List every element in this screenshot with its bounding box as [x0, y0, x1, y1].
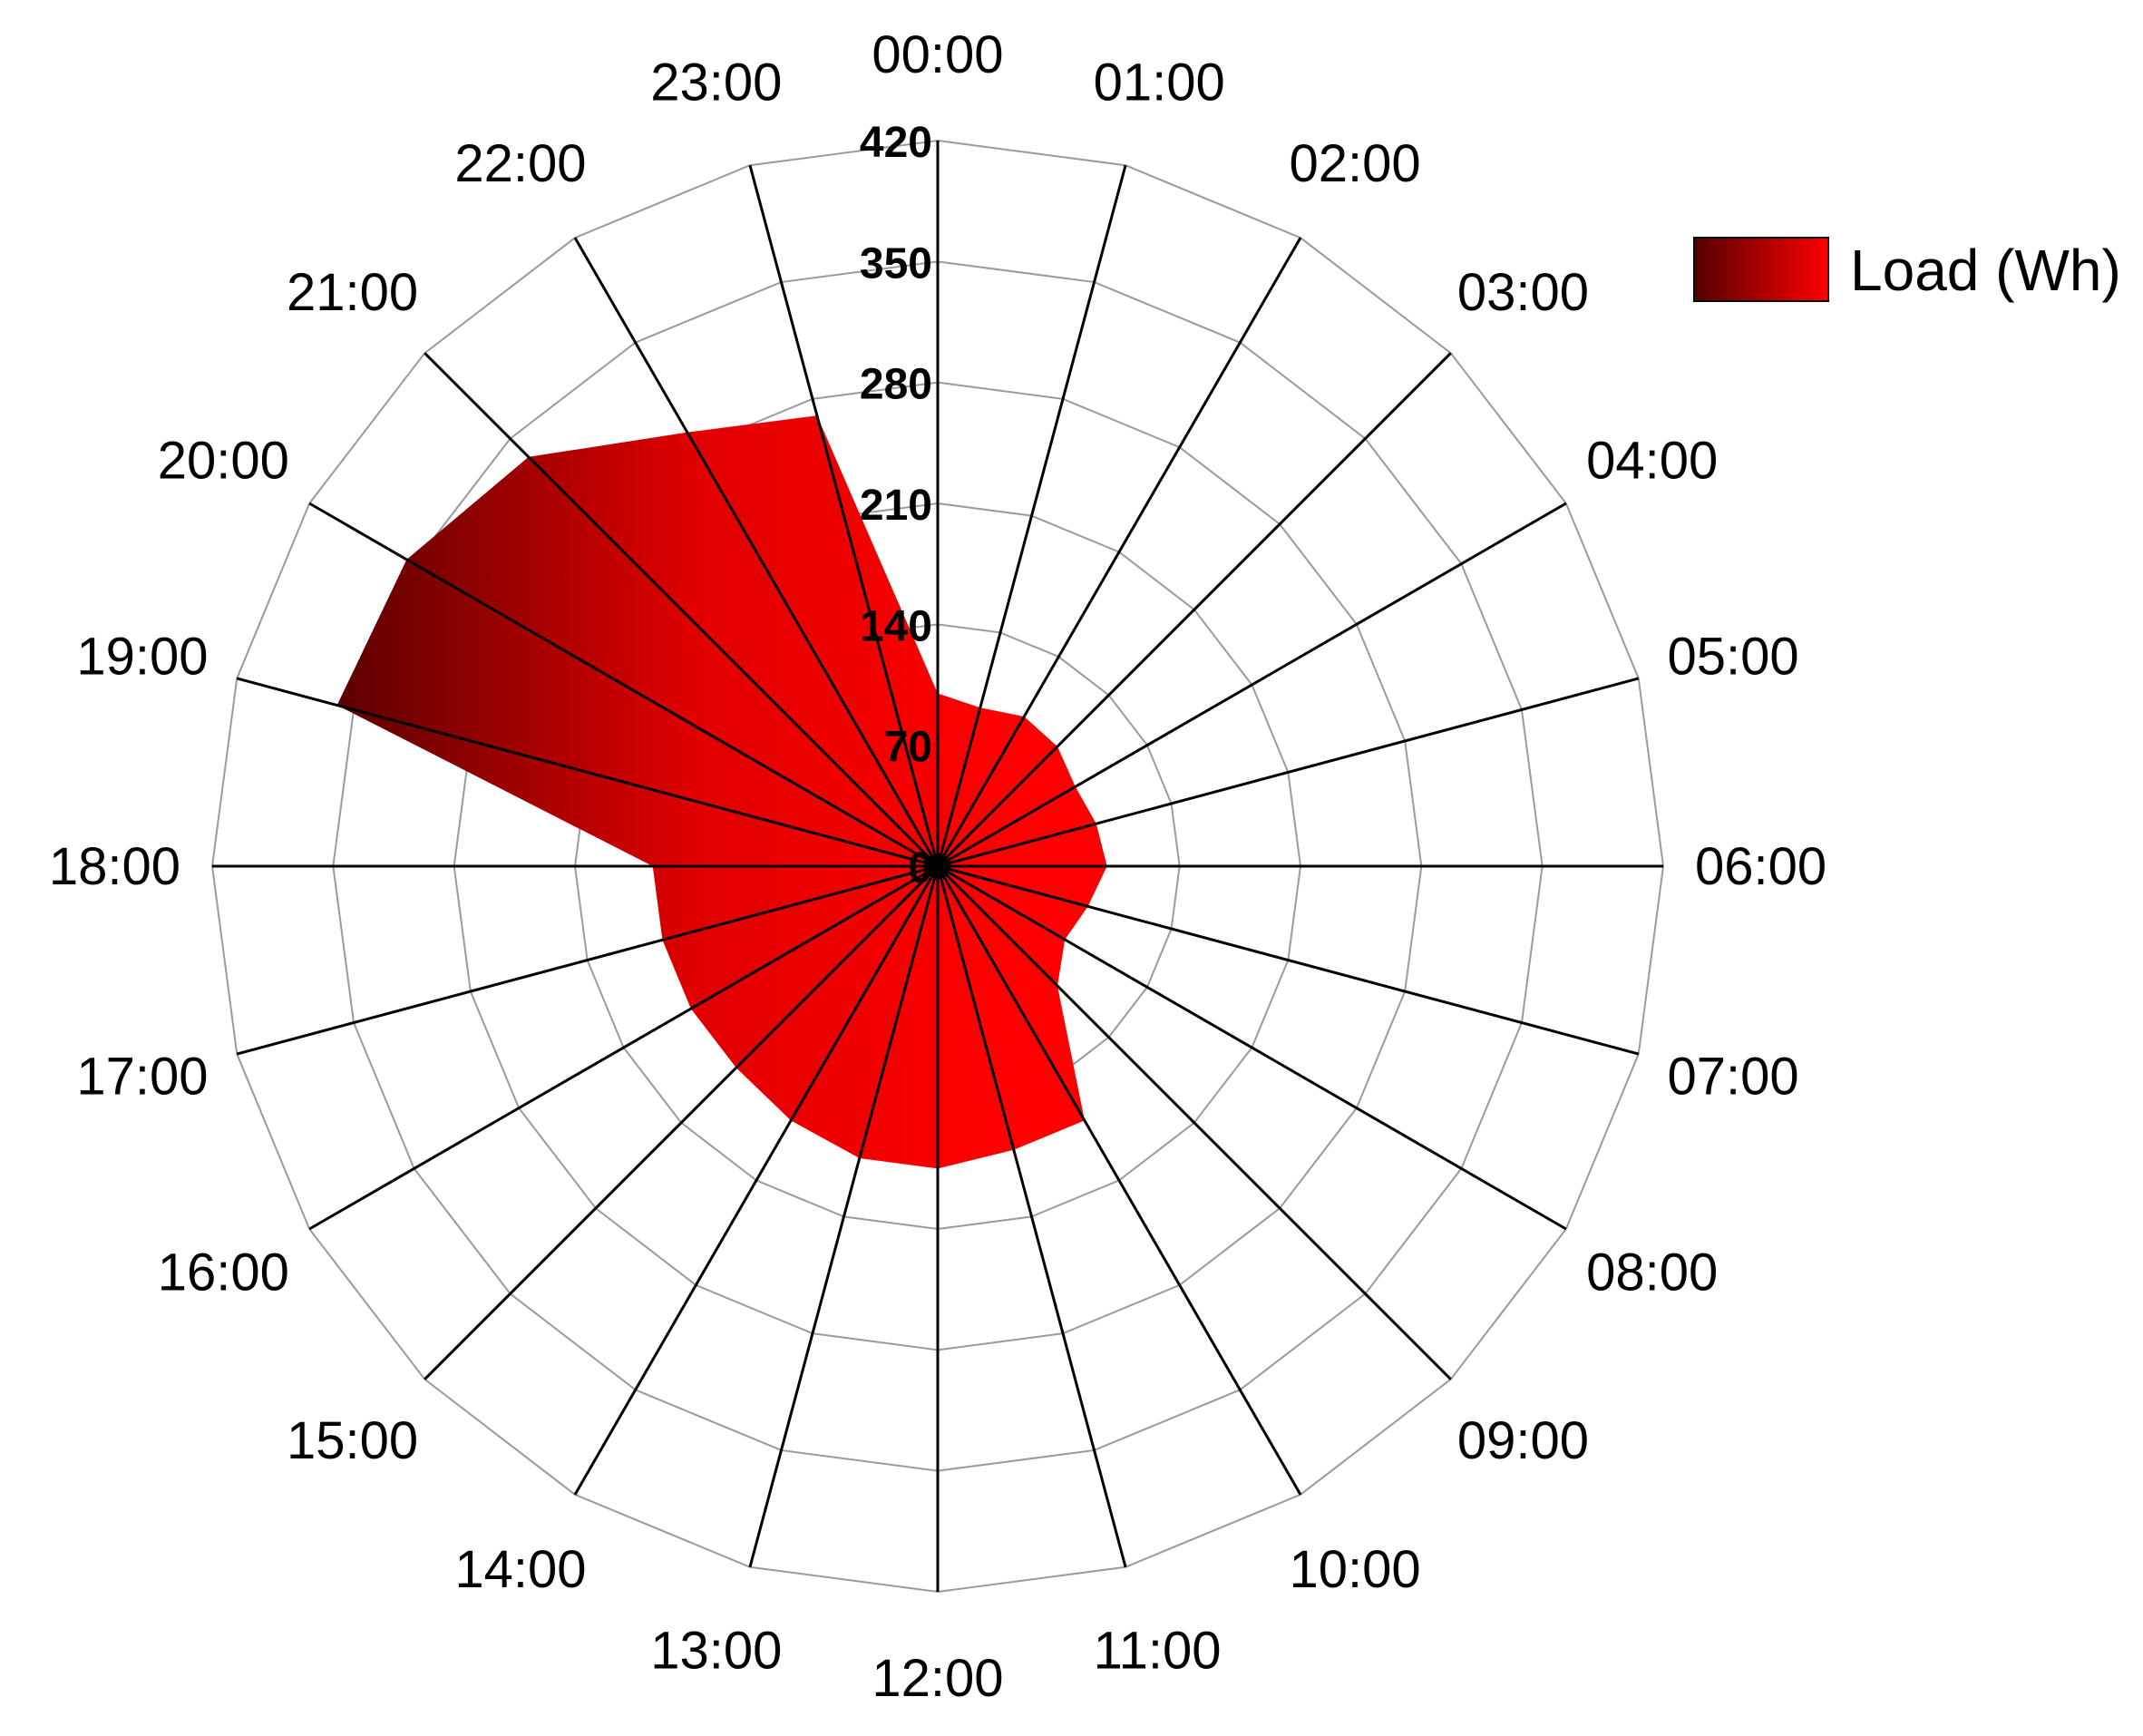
- radial-tick-140: 140: [860, 602, 932, 650]
- spokes: [212, 141, 1663, 1592]
- spoke-05:00: [937, 677, 1640, 868]
- radial-tick-350: 350: [860, 239, 932, 288]
- radial-tick-280: 280: [860, 361, 932, 409]
- spoke-15:00: [424, 864, 940, 1380]
- spoke-02:00: [936, 237, 1302, 867]
- hour-label-2100: 21:00: [287, 263, 418, 322]
- hour-label-0600: 06:00: [1695, 837, 1826, 896]
- radial-tick-420: 420: [860, 119, 932, 167]
- hour-label-1300: 13:00: [650, 1622, 782, 1681]
- hour-label-1400: 14:00: [454, 1540, 586, 1599]
- hour-label-1000: 10:00: [1290, 1540, 1421, 1599]
- hour-label-1800: 18:00: [49, 837, 180, 896]
- radial-tick-0: 0: [908, 844, 932, 892]
- radial-tick-70: 70: [884, 724, 932, 772]
- spoke-23:00: [748, 164, 940, 867]
- hour-label-0400: 04:00: [1586, 432, 1718, 491]
- radial-tick-labels: 0 70 140 210 280 350 420: [860, 119, 932, 892]
- legend: Load (Wh): [1693, 237, 2121, 303]
- data-area: [336, 415, 1107, 1169]
- spoke-11:00: [936, 865, 1127, 1568]
- center-dot: [925, 853, 950, 879]
- hour-label-1700: 17:00: [76, 1048, 208, 1107]
- hour-label-0500: 05:00: [1668, 627, 1799, 686]
- spoke-13:00: [748, 865, 940, 1568]
- spoke-09:00: [936, 864, 1452, 1380]
- hour-label-1500: 15:00: [287, 1411, 418, 1470]
- spoke-17:00: [236, 864, 939, 1056]
- hour-label-0100: 01:00: [1094, 53, 1225, 112]
- hour-label-2300: 23:00: [650, 53, 782, 112]
- hour-labels: 00:00 01:00 02:00 03:00 04:00 05:00 06:00 07:00…: [49, 25, 1826, 1708]
- hour-label-0200: 02:00: [1290, 134, 1421, 193]
- spoke-08:00: [937, 864, 1567, 1231]
- hour-label-2000: 20:00: [158, 432, 289, 491]
- spoke-22:00: [573, 237, 940, 867]
- spoke-21:00: [424, 352, 940, 868]
- spoke-14:00: [573, 865, 940, 1496]
- spoke-01:00: [936, 164, 1127, 867]
- spoke-04:00: [937, 502, 1567, 868]
- spoke-16:00: [308, 864, 939, 1231]
- spoke-07:00: [937, 864, 1640, 1056]
- hour-label-1600: 16:00: [158, 1243, 289, 1302]
- spoke-03:00: [936, 352, 1452, 868]
- hour-label-0000: 00:00: [872, 25, 1003, 84]
- hour-label-0300: 03:00: [1457, 263, 1589, 322]
- legend-swatch: [1693, 237, 1829, 302]
- hour-label-1900: 19:00: [76, 627, 208, 686]
- spoke-10:00: [936, 865, 1302, 1496]
- spoke-20:00: [308, 502, 939, 868]
- hour-label-1100: 11:00: [1094, 1622, 1222, 1681]
- spoke-19:00: [236, 677, 939, 868]
- hour-label-0700: 07:00: [1668, 1048, 1799, 1107]
- hour-label-1200: 12:00: [872, 1649, 1003, 1708]
- legend-label: Load (Wh): [1850, 238, 2121, 303]
- hour-label-0900: 09:00: [1457, 1411, 1589, 1470]
- radial-tick-210: 210: [860, 482, 932, 530]
- hour-label-0800: 08:00: [1586, 1243, 1718, 1302]
- hour-label-2200: 22:00: [454, 134, 586, 193]
- series-area-load: [336, 415, 1107, 1169]
